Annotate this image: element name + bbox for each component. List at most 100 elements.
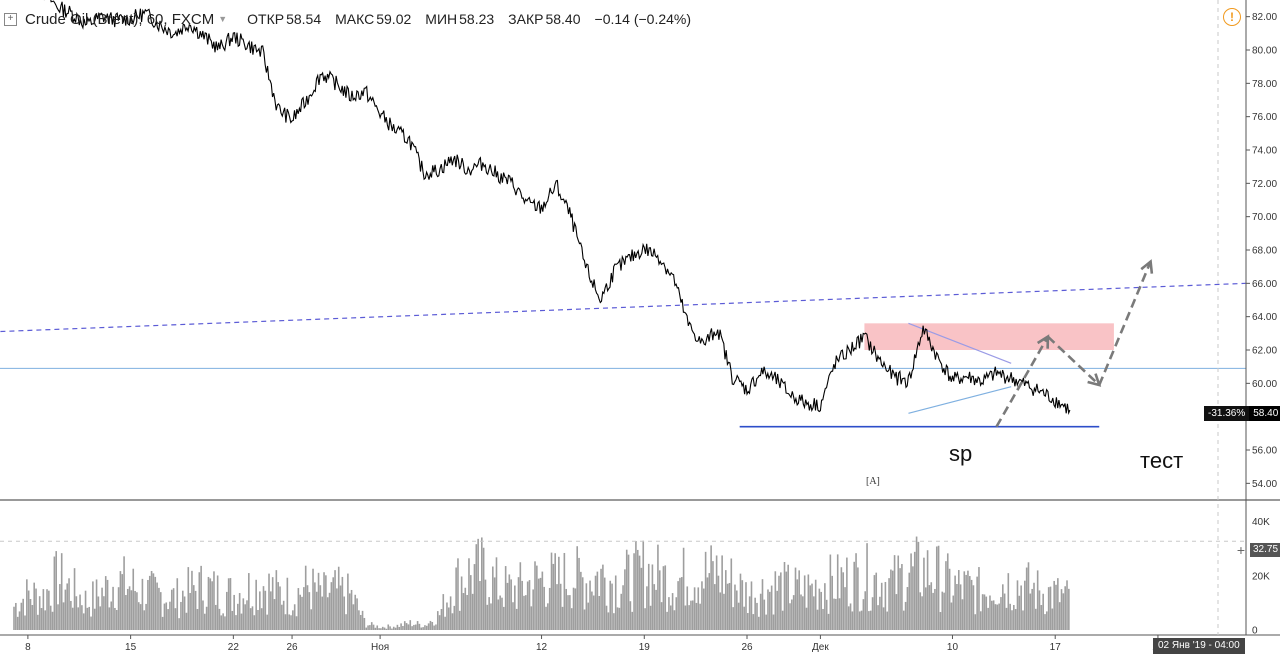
time-tick-label: 26 bbox=[741, 642, 753, 653]
volume-bar bbox=[558, 556, 560, 630]
volume-bar bbox=[365, 627, 368, 630]
volume-bar bbox=[847, 606, 850, 630]
volume-bar bbox=[1068, 588, 1070, 630]
volume-bar bbox=[908, 572, 911, 630]
volume-bar bbox=[321, 596, 324, 630]
volume-bar bbox=[266, 614, 268, 630]
volume-bar bbox=[910, 553, 912, 630]
forecast-arrow-2 bbox=[1046, 335, 1101, 386]
volume-bar bbox=[101, 587, 103, 630]
volume-bar bbox=[523, 595, 525, 630]
volume-bar bbox=[270, 591, 272, 630]
volume-bar bbox=[413, 624, 415, 630]
volume-bar bbox=[660, 602, 663, 630]
volume-bar bbox=[226, 591, 228, 630]
price-tick-label: 62.00 bbox=[1252, 346, 1277, 357]
volume-bar bbox=[664, 565, 667, 630]
volume-bar bbox=[1000, 597, 1002, 630]
volume-bar bbox=[242, 598, 245, 630]
volume-bar bbox=[29, 599, 32, 630]
volume-bar bbox=[71, 607, 74, 630]
volume-bar bbox=[18, 611, 21, 630]
volume-bar bbox=[297, 588, 300, 630]
volume-bar bbox=[587, 602, 590, 630]
volume-bar bbox=[704, 551, 707, 630]
volume-bar bbox=[569, 595, 571, 630]
volume-bar bbox=[827, 613, 830, 630]
volume-bar bbox=[1053, 580, 1055, 630]
volume-bar bbox=[139, 604, 142, 630]
volume-bar bbox=[198, 572, 201, 630]
crosshair-icon[interactable]: + bbox=[1236, 542, 1246, 558]
volume-bar bbox=[627, 554, 630, 630]
expand-icon[interactable]: + bbox=[4, 12, 17, 26]
volume-bar bbox=[449, 596, 452, 630]
volume-bar bbox=[974, 614, 977, 630]
chevron-down-icon[interactable]: ▼ bbox=[218, 14, 228, 24]
volume-bar bbox=[189, 592, 191, 630]
symbol-title[interactable]: Crude Oil (Brent), 60, FXCM bbox=[25, 10, 215, 28]
volume-bar bbox=[559, 583, 562, 630]
volume-bar bbox=[1047, 587, 1050, 630]
volume-bar bbox=[97, 596, 100, 630]
time-tick-label: 22 bbox=[228, 642, 240, 653]
volume-bar bbox=[611, 583, 613, 630]
volume-bar bbox=[1020, 585, 1022, 630]
volume-bar bbox=[191, 570, 193, 630]
volume-bar bbox=[216, 575, 219, 630]
volume-bar bbox=[350, 589, 353, 630]
time-tick-label: 10 bbox=[947, 642, 959, 653]
volume-bar bbox=[552, 563, 555, 630]
time-tick-label: Ноя bbox=[371, 642, 389, 653]
volume-bar bbox=[882, 607, 885, 630]
volume-bar bbox=[776, 590, 778, 630]
volume-bar bbox=[950, 602, 953, 630]
volume-bar bbox=[169, 601, 171, 630]
volume-bar bbox=[838, 598, 841, 630]
volume-bar bbox=[446, 602, 448, 630]
volume-bar bbox=[427, 623, 430, 630]
volume-bar bbox=[59, 584, 61, 630]
volume-bar bbox=[264, 590, 267, 630]
volume-bar bbox=[370, 622, 373, 630]
volume-bar bbox=[46, 589, 48, 630]
volume-bar bbox=[519, 562, 522, 630]
volume-bar bbox=[719, 592, 722, 630]
volume-bar bbox=[361, 610, 364, 630]
volume-bar bbox=[62, 602, 65, 630]
volume-bar bbox=[295, 616, 298, 630]
volume-bar bbox=[1018, 595, 1021, 630]
volume-bar bbox=[292, 610, 294, 630]
volume-bar bbox=[572, 587, 575, 630]
volume-bar bbox=[123, 556, 125, 630]
volume-bar bbox=[877, 605, 879, 630]
volume-value-tag: 32.75 bbox=[1250, 543, 1280, 557]
volume-bar bbox=[580, 571, 582, 630]
volume-bar bbox=[794, 567, 797, 630]
volume-bar bbox=[640, 567, 643, 630]
price-tick-label: 56.00 bbox=[1252, 446, 1277, 457]
warning-icon[interactable]: ! bbox=[1223, 8, 1241, 26]
volume-bar bbox=[136, 592, 138, 630]
volume-bar bbox=[1007, 573, 1010, 630]
volume-bar bbox=[79, 594, 81, 630]
volume-bar bbox=[117, 587, 120, 630]
volume-bar bbox=[741, 580, 744, 630]
volume-bar bbox=[592, 595, 595, 630]
volume-bar bbox=[752, 614, 755, 630]
volume-bar bbox=[736, 590, 738, 630]
volume-bar bbox=[890, 569, 892, 630]
volume-bar bbox=[277, 582, 279, 630]
volume-bar bbox=[457, 558, 459, 630]
volume-bar bbox=[484, 579, 487, 630]
volume-bar bbox=[440, 608, 443, 630]
volume-bar bbox=[787, 564, 789, 630]
volume-bar bbox=[235, 615, 237, 630]
volume-bar bbox=[956, 584, 958, 630]
volume-bar bbox=[374, 627, 377, 630]
volume-bar bbox=[416, 621, 419, 630]
volume-bar bbox=[167, 609, 169, 630]
volume-bar bbox=[1016, 580, 1019, 630]
volume-bar bbox=[690, 600, 692, 630]
volume-bar bbox=[429, 620, 432, 630]
